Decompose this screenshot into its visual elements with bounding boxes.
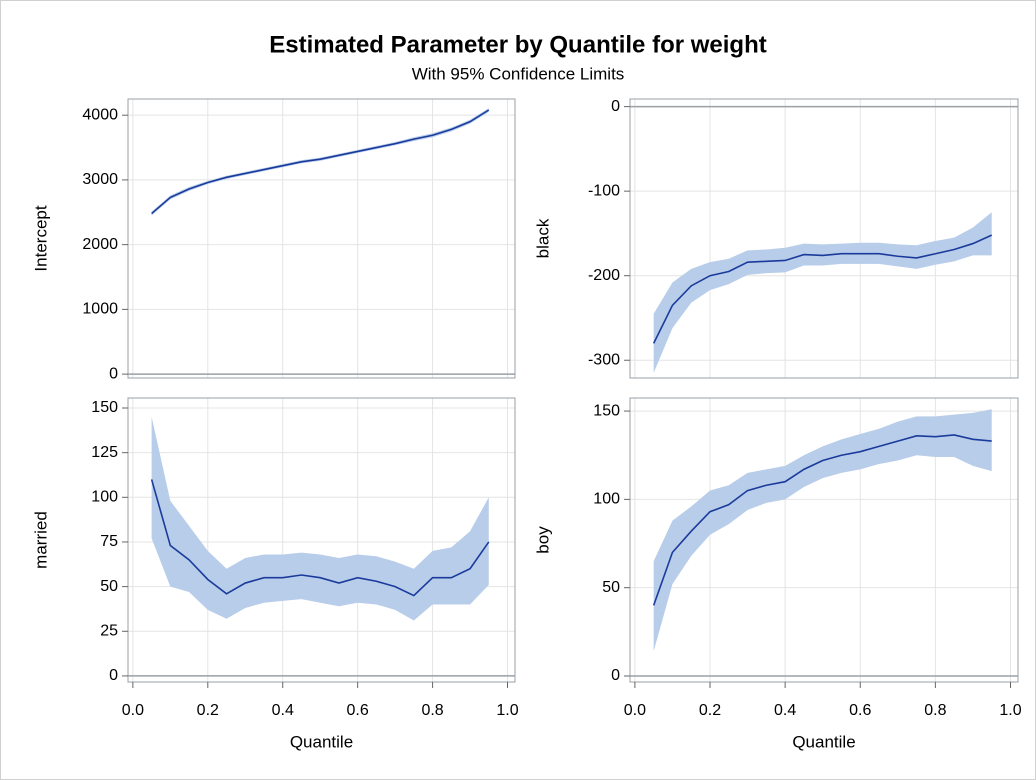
y-tick-label: 0 (611, 98, 620, 115)
y-tick-label: 100 (91, 489, 118, 506)
y-tick-label: -300 (588, 351, 620, 368)
x-tick-label: 1.0 (999, 702, 1021, 719)
x-tick-label: 0.4 (774, 702, 796, 719)
y-tick-label: 2000 (82, 236, 118, 253)
x-tick-label: 0.0 (122, 702, 144, 719)
chart-subtitle: With 95% Confidence Limits (412, 64, 625, 83)
confidence-band (653, 409, 992, 652)
y-tick-label: 0 (611, 667, 620, 684)
x-tick-label: 0.8 (924, 702, 946, 719)
plot-frame (127, 397, 516, 683)
y-tick-label: 75 (100, 533, 118, 550)
y-tick-label: -100 (588, 182, 620, 199)
y-axis-label: boy (533, 526, 552, 554)
x-tick-label: 0.6 (347, 702, 369, 719)
estimate-line (652, 234, 993, 344)
x-tick-label: 0.6 (849, 702, 871, 719)
y-tick-label: 150 (593, 402, 620, 419)
y-tick-label: -200 (588, 267, 620, 284)
chart-title: Estimated Parameter by Quantile for weig… (269, 31, 766, 58)
confidence-band (151, 416, 489, 621)
y-tick-label: 3000 (82, 171, 118, 188)
x-axis-label: Quantile (792, 732, 855, 751)
y-tick-label: 150 (91, 399, 118, 416)
y-tick-label: 4000 (82, 106, 118, 123)
plot-frame (629, 98, 1019, 379)
y-axis-label: married (31, 511, 50, 569)
plot-frame (127, 98, 516, 379)
y-tick-label: 100 (593, 491, 620, 508)
y-tick-label: 0 (109, 667, 118, 684)
x-tick-label: 1.0 (496, 702, 518, 719)
y-tick-label: 50 (602, 579, 620, 596)
y-tick-label: 1000 (82, 301, 118, 318)
x-tick-label: 0.0 (624, 702, 646, 719)
x-tick-label: 0.2 (699, 702, 721, 719)
estimate-line (150, 479, 490, 597)
y-tick-label: 125 (91, 444, 118, 461)
y-axis-label: black (533, 218, 552, 258)
x-tick-label: 0.2 (197, 702, 219, 719)
plot-frame (629, 397, 1019, 683)
y-tick-label: 50 (100, 578, 118, 595)
x-tick-label: 0.8 (421, 702, 443, 719)
y-axis-label: Intercept (31, 205, 50, 271)
x-axis-label: Quantile (290, 732, 353, 751)
x-tick-label: 0.4 (272, 702, 294, 719)
estimate-line (652, 434, 992, 606)
y-tick-label: 0 (109, 365, 118, 382)
y-tick-label: 25 (100, 622, 118, 639)
estimate-line (151, 109, 490, 215)
confidence-band (653, 212, 992, 373)
